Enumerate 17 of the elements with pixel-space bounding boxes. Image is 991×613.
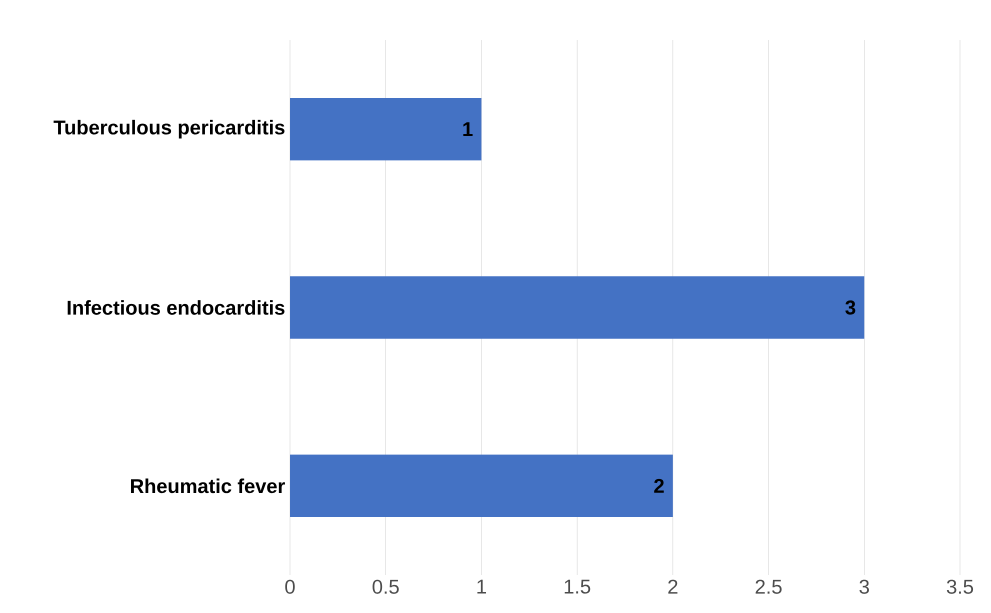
y-tick-label: Infectious endocarditis [68,300,284,315]
bar [290,454,673,518]
x-tick-label: 1.5 [564,580,590,594]
x-tick-label: 3.5 [946,580,974,594]
x-tick-label: 0 [285,580,295,594]
y-tick-label: Tuberculous pericarditis [54,120,284,138]
x-tick-label: 3 [859,580,869,594]
y-tick-label: Rheumatic fever [131,478,285,494]
data-label: 3 [845,300,856,315]
x-tick-label: 0.5 [372,580,399,594]
x-tick-label: 1 [477,580,486,594]
x-tick-label: 2.5 [756,580,782,594]
data-label: 2 [654,478,664,493]
x-tick-label: 2 [668,580,678,594]
bar [290,98,482,160]
data-label: 1 [463,122,473,136]
bar [290,276,864,339]
